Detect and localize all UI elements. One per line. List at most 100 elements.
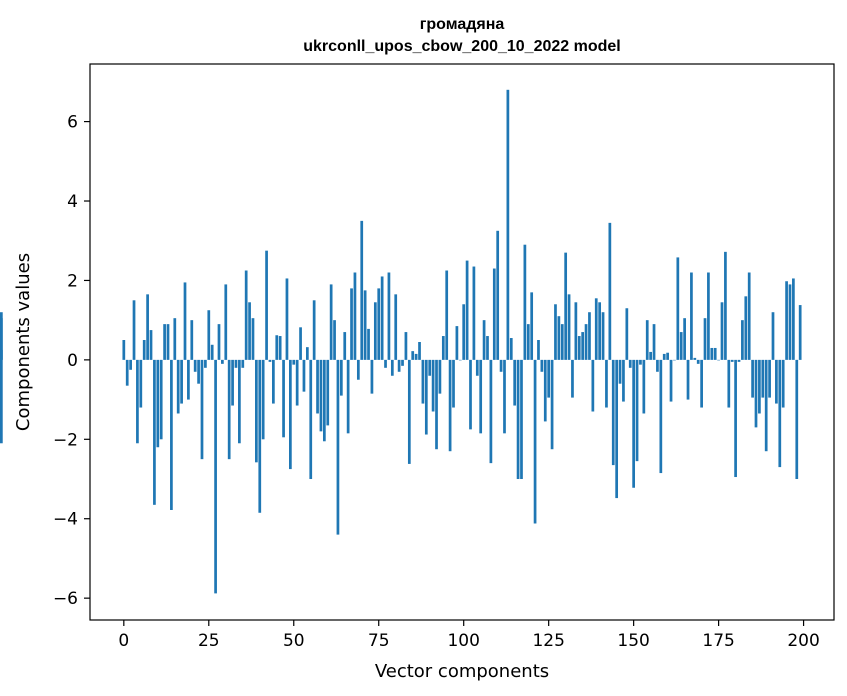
bar (329, 284, 333, 360)
bar (438, 359, 442, 394)
bar (343, 332, 347, 360)
bar (156, 359, 160, 448)
bar (129, 359, 132, 370)
chart-title: громадяна (420, 16, 505, 33)
bar (261, 359, 265, 440)
bar (397, 359, 401, 372)
bar (441, 336, 445, 360)
bar (693, 357, 697, 360)
bar (492, 268, 496, 360)
bar (513, 359, 517, 406)
bar (445, 270, 449, 360)
bar (309, 359, 313, 480)
bar (533, 359, 537, 524)
bar (455, 326, 459, 360)
bar (462, 304, 466, 360)
bar (768, 359, 771, 398)
bar (581, 332, 585, 360)
bar (367, 328, 370, 360)
bar (608, 222, 612, 360)
bar (424, 359, 428, 435)
bar (503, 359, 506, 434)
bar (244, 270, 248, 360)
bar (710, 347, 714, 360)
bar (258, 359, 262, 513)
bar (673, 359, 676, 361)
x-tick-label: 50 (283, 631, 305, 651)
bar (407, 359, 411, 464)
bar (744, 296, 748, 360)
y-tick-label: 4 (67, 192, 78, 212)
bar (496, 230, 500, 360)
bar (149, 330, 153, 360)
bar (299, 327, 302, 360)
bar (305, 347, 309, 360)
bar (754, 359, 758, 428)
bar (625, 308, 629, 360)
bar (652, 324, 656, 360)
bar (0, 318, 3, 360)
bar (255, 359, 258, 463)
bar (747, 272, 751, 360)
bar (193, 359, 197, 372)
bar (272, 359, 275, 404)
bar (227, 359, 231, 460)
bar (781, 359, 785, 408)
bar (278, 336, 282, 360)
bar (598, 302, 602, 360)
y-tick-label: 2 (67, 271, 78, 291)
y-tick-label: 6 (67, 113, 78, 133)
bar (282, 359, 285, 438)
bar (122, 340, 126, 360)
bar (618, 359, 622, 384)
bar (639, 359, 642, 365)
bar (798, 305, 802, 360)
bar (207, 310, 211, 360)
bar (656, 359, 659, 372)
bar (645, 320, 649, 360)
bar (214, 359, 217, 594)
bar (635, 359, 639, 462)
bar (173, 318, 177, 360)
bar (377, 288, 381, 360)
bar (180, 359, 183, 404)
bar (577, 336, 581, 360)
bar (360, 220, 364, 360)
bar (458, 359, 462, 361)
bar (764, 359, 768, 452)
bar (584, 324, 588, 360)
bar (679, 332, 683, 360)
plot-frame (89, 63, 835, 621)
bar (540, 359, 544, 372)
bar (336, 359, 340, 535)
bar (421, 359, 425, 404)
bar (788, 284, 792, 360)
bar (785, 281, 788, 360)
bar (452, 359, 455, 408)
bar (758, 359, 761, 414)
bar (401, 359, 404, 366)
bar (139, 359, 143, 408)
bar (166, 324, 170, 360)
bar (605, 359, 608, 408)
bar (554, 304, 557, 360)
x-tick-label: 75 (368, 631, 390, 651)
bar (356, 359, 360, 380)
x-tick-label: 175 (702, 631, 734, 651)
bar (700, 359, 703, 408)
bar (146, 294, 149, 360)
bar (690, 272, 693, 360)
bar (509, 338, 513, 360)
x-tick-label: 100 (447, 631, 479, 651)
bar (339, 359, 343, 396)
y-tick-label: −2 (53, 430, 78, 450)
bar (469, 359, 472, 430)
bar (588, 312, 591, 360)
bar (302, 359, 306, 392)
bar (176, 359, 180, 414)
bar (703, 318, 707, 360)
bar (312, 300, 316, 360)
bar (414, 353, 418, 360)
bar (526, 324, 530, 360)
